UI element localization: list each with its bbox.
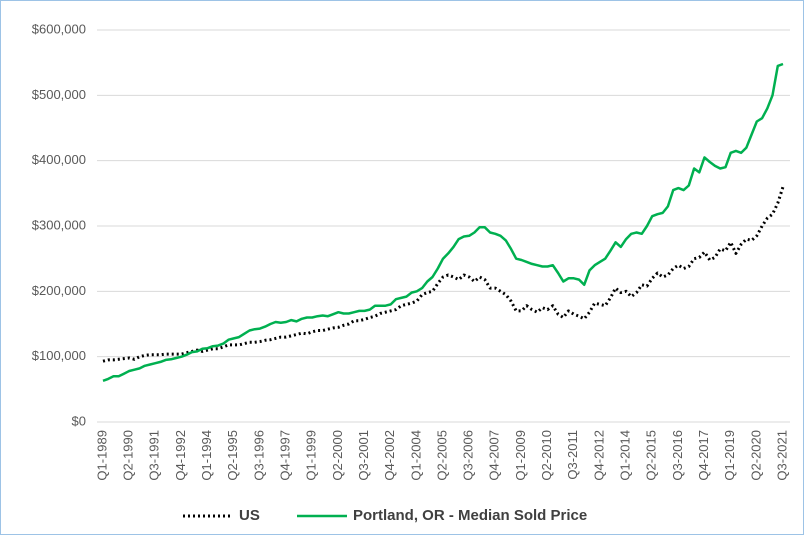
y-tick-label: $600,000: [32, 21, 86, 36]
x-tick-label: Q4-2002: [382, 430, 397, 481]
x-tick-label: Q3-1991: [147, 430, 162, 481]
x-tick-label: Q1-2014: [618, 430, 633, 481]
x-tick-label: Q1-1999: [304, 430, 319, 481]
x-tick-label: Q4-2007: [487, 430, 502, 481]
x-tick-label: Q4-1992: [173, 430, 188, 481]
y-tick-label: $100,000: [32, 348, 86, 363]
x-tick-label: Q4-2017: [696, 430, 711, 481]
legend-label: Portland, OR - Median Sold Price: [353, 507, 587, 524]
y-tick-label: $300,000: [32, 217, 86, 232]
x-tick-label: Q2-2000: [330, 430, 345, 481]
x-tick-label: Q1-2019: [722, 430, 737, 481]
y-tick-label: $400,000: [32, 152, 86, 167]
legend-label: US: [239, 507, 260, 524]
y-tick-label: $0: [72, 413, 86, 428]
x-tick-label: Q3-2006: [461, 430, 476, 481]
x-tick-label: Q2-2020: [748, 430, 763, 481]
x-tick-label: Q2-2015: [644, 430, 659, 481]
y-tick-label: $200,000: [32, 283, 86, 298]
x-tick-label: Q3-2021: [774, 430, 789, 481]
x-tick-label: Q3-2011: [565, 430, 580, 480]
x-tick-label: Q1-1994: [199, 430, 214, 481]
x-tick-label: Q1-2009: [513, 430, 528, 481]
x-tick-label: Q4-2012: [591, 430, 606, 481]
line-series: [102, 62, 784, 382]
x-tick-label: Q1-1989: [94, 430, 109, 481]
y-tick-label: $500,000: [32, 87, 86, 102]
line-series: [102, 186, 785, 363]
x-tick-label: Q2-1990: [121, 430, 136, 481]
x-tick-label: Q3-1996: [251, 430, 266, 481]
x-tick-label: Q2-2005: [434, 430, 449, 481]
x-tick-label: Q3-2016: [670, 430, 685, 481]
x-tick-label: Q3-2001: [356, 430, 371, 481]
x-tick-label: Q2-2010: [539, 430, 554, 481]
x-tick-label: Q2-1995: [225, 430, 240, 481]
x-tick-label: Q4-1997: [278, 430, 293, 481]
x-tick-label: Q1-2004: [408, 430, 423, 481]
